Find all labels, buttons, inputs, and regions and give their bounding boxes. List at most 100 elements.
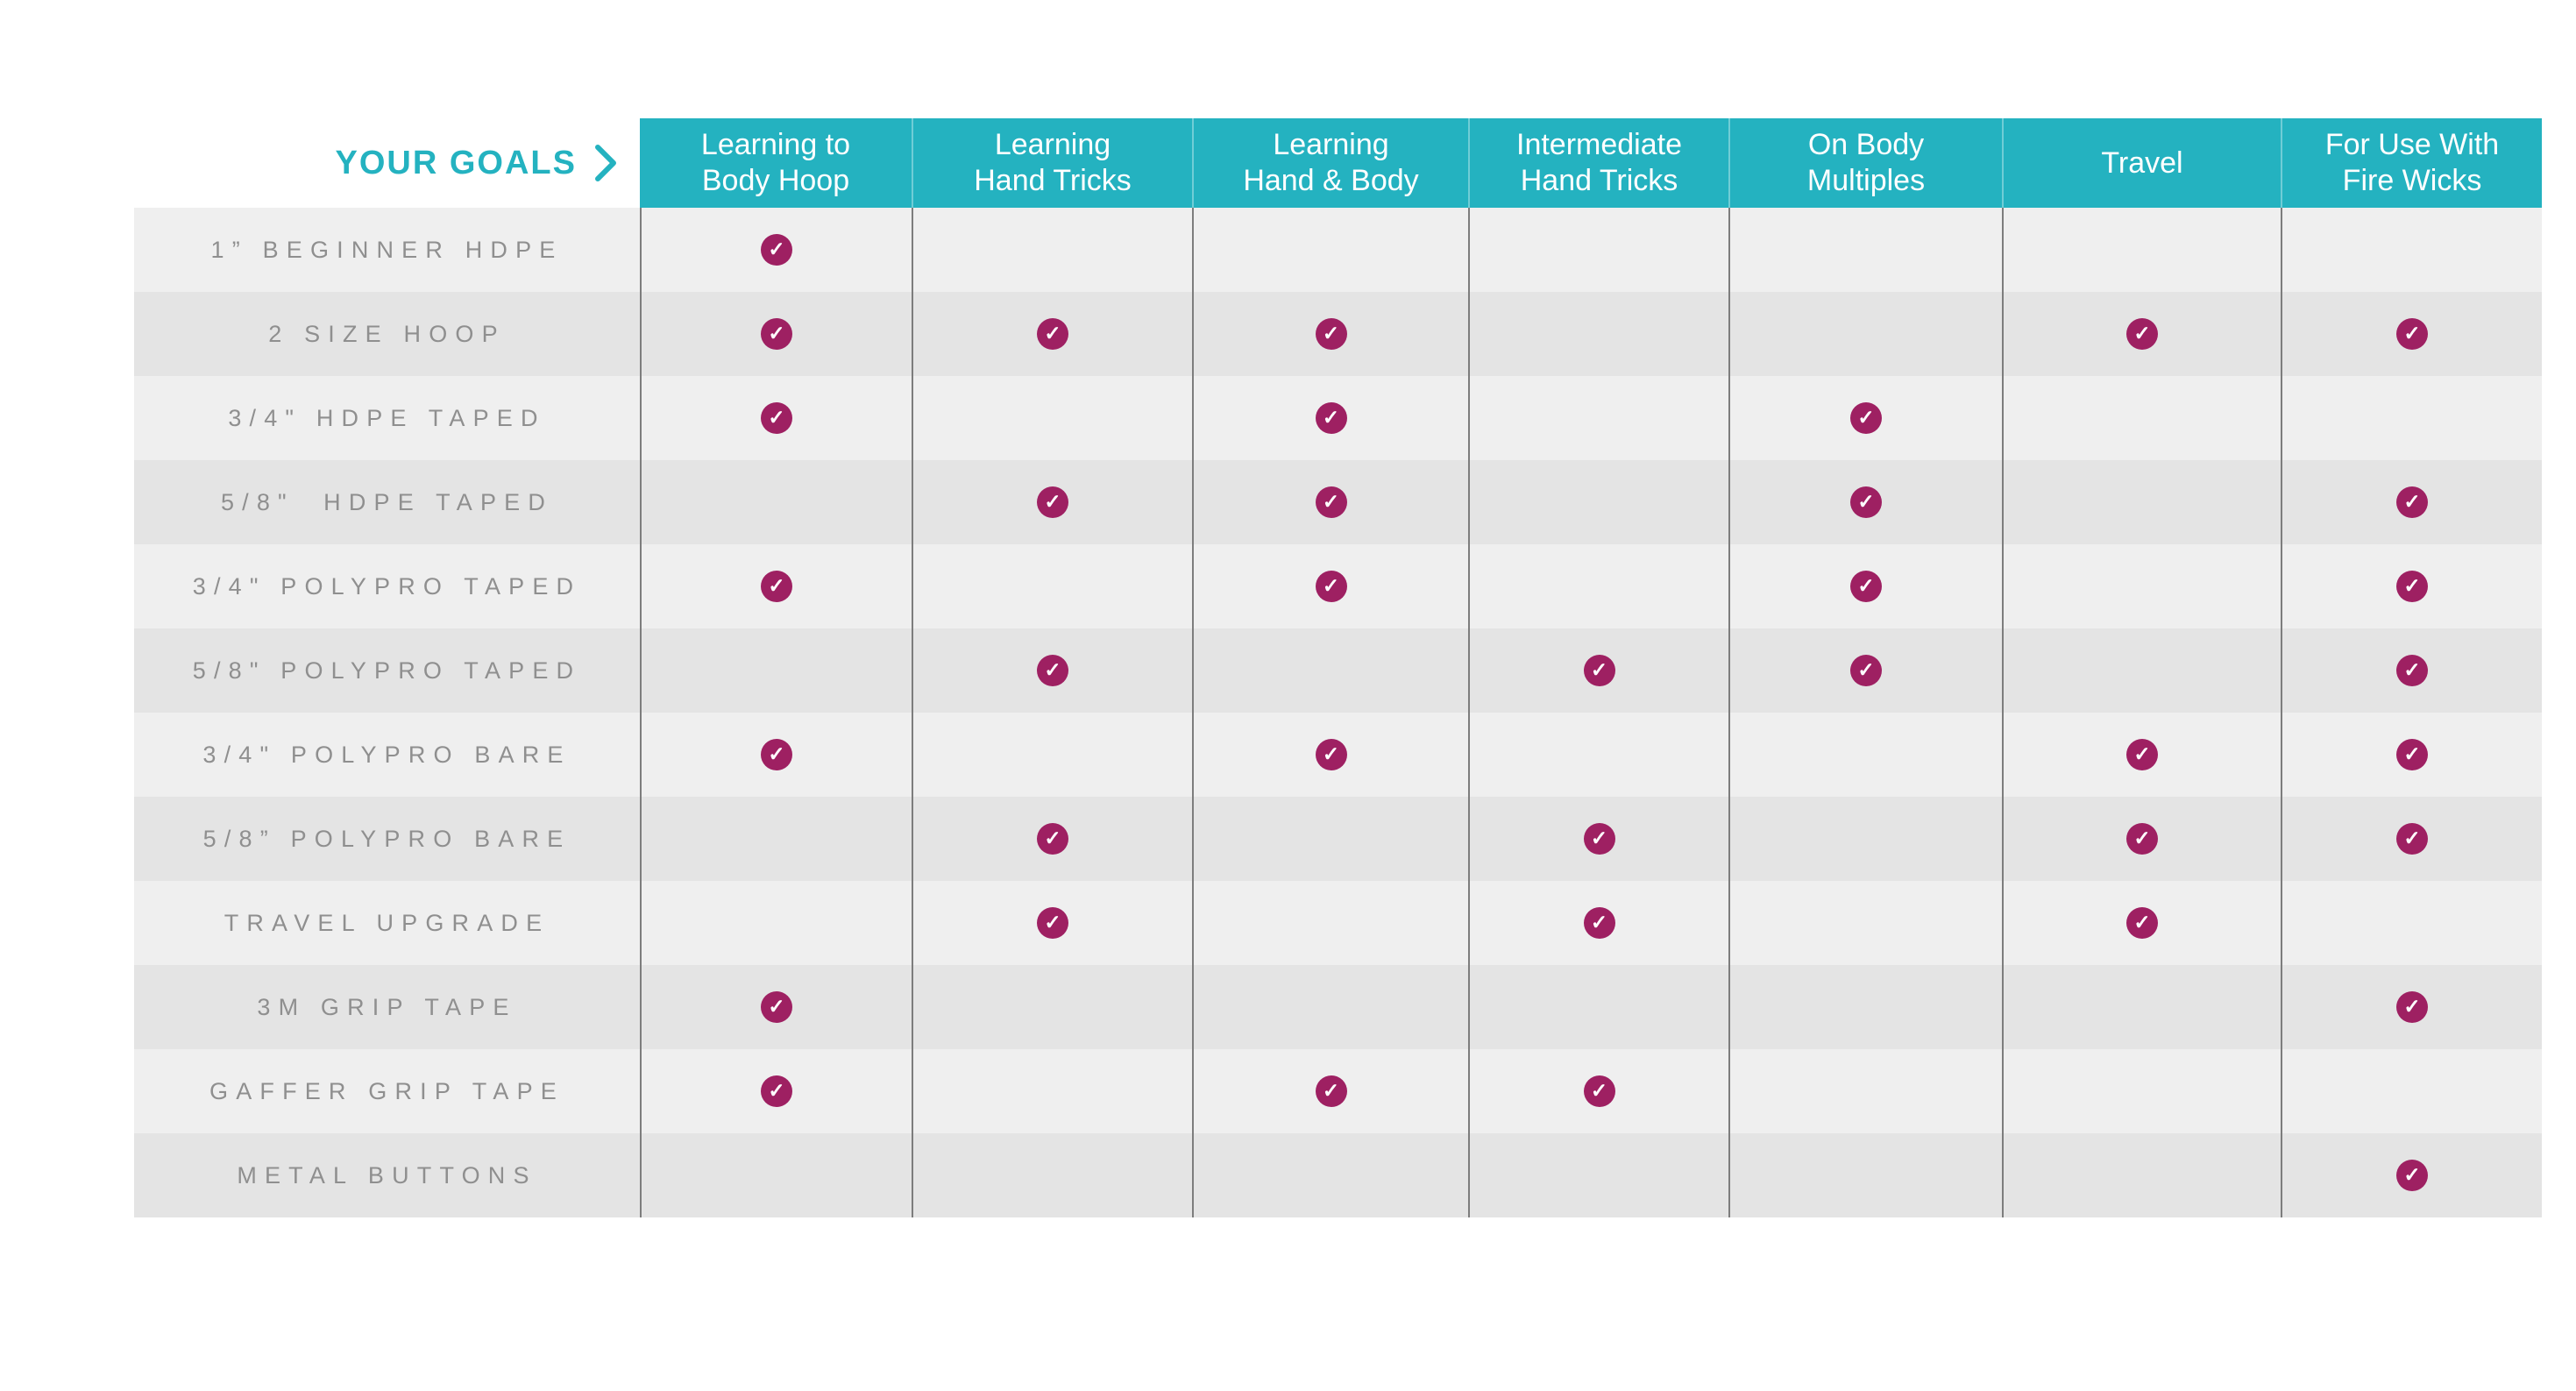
matrix-cell [2002,208,2281,292]
matrix-cell [640,460,912,544]
column-header-text: Travel [2101,145,2183,180]
column-header: For Use With Fire Wicks [2281,118,2542,208]
check-glyph: ✓ [1322,489,1340,513]
check-glyph: ✓ [1322,742,1340,765]
check-glyph: ✓ [1857,405,1875,429]
check-icon: ✓ [1037,318,1068,350]
row-label: TRAVEL UPGRADE [224,909,550,936]
check-icon: ✓ [761,402,792,434]
matrix-cell [1468,965,1728,1049]
column-header-text: Body Hoop [701,164,850,197]
check-icon: ✓ [2396,318,2428,350]
column-header-text: On Body [1807,128,1925,161]
matrix-cell: ✓ [2281,292,2542,376]
table-row: 3/4" HDPE TAPED ✓ ✓ ✓ [134,376,2542,460]
matrix-cell [1192,1133,1468,1217]
row-label: GAFFER GRIP TAPE [209,1077,564,1104]
matrix-cell [1468,544,1728,628]
check-glyph: ✓ [1590,910,1608,933]
column-header: Intermediate Hand Tricks [1468,118,1728,208]
table-row: METAL BUTTONS ✓ [134,1133,2542,1217]
matrix-cell: ✓ [2281,628,2542,713]
matrix-cell [2002,460,2281,544]
row-label: 5/8" POLYPRO TAPED [192,656,582,684]
matrix-cell [912,1133,1192,1217]
check-icon: ✓ [761,1075,792,1107]
check-icon: ✓ [1583,907,1615,939]
matrix-cell: ✓ [1468,797,1728,881]
matrix-cell: ✓ [640,1049,912,1133]
check-glyph: ✓ [1044,826,1061,849]
matrix-cell [1192,628,1468,713]
check-icon: ✓ [2396,655,2428,686]
matrix-cell: ✓ [1192,460,1468,544]
check-glyph: ✓ [1044,489,1061,513]
matrix-cell: ✓ [2281,713,2542,797]
check-glyph: ✓ [2403,657,2421,681]
check-icon: ✓ [1315,402,1347,434]
matrix-cell: ✓ [912,797,1192,881]
matrix-cell [640,1133,912,1217]
table-row: 3M GRIP TAPE ✓ ✓ [134,965,2542,1049]
matrix-cell [912,713,1192,797]
check-icon: ✓ [761,739,792,770]
table-row: 3/4" POLYPRO TAPED ✓ ✓ ✓ ✓ [134,544,2542,628]
matrix-cell [1468,376,1728,460]
matrix-cell [2002,544,2281,628]
table-row: 1” BEGINNER HDPE ✓ [134,208,2542,292]
row-label: 3/4" POLYPRO TAPED [192,572,582,600]
matrix-cell: ✓ [2281,544,2542,628]
row-label: 1” BEGINNER HDPE [210,236,564,263]
check-glyph: ✓ [1322,1078,1340,1102]
matrix-cell [1728,1133,2002,1217]
check-glyph: ✓ [768,573,785,597]
matrix-cell: ✓ [1192,376,1468,460]
check-icon: ✓ [761,318,792,350]
check-icon: ✓ [1037,486,1068,518]
check-glyph: ✓ [1322,405,1340,429]
matrix-cell: ✓ [2281,460,2542,544]
matrix-cell [2002,376,2281,460]
matrix-cell: ✓ [2281,797,2542,881]
matrix-cell [2002,965,2281,1049]
check-icon: ✓ [1315,571,1347,602]
check-icon: ✓ [1315,318,1347,350]
goal-column-headers: Learning to Body Hoop Learning Hand Tricks L… [640,118,2542,208]
chevron-right-icon [595,145,616,181]
check-glyph: ✓ [768,742,785,765]
matrix-cell [912,544,1192,628]
check-glyph: ✓ [768,405,785,429]
matrix-cell [1728,208,2002,292]
check-glyph: ✓ [1044,321,1061,344]
matrix-cell [2002,628,2281,713]
matrix-cell: ✓ [1468,1049,1728,1133]
goals-header-row: YOUR GOALS Learning to Body Hoop Learning H… [134,118,2542,208]
matrix-cell [1468,460,1728,544]
matrix-cell [1468,208,1728,292]
row-label: 3M GRIP TAPE [257,993,517,1020]
matrix-cell: ✓ [2002,713,2281,797]
matrix-cell [2281,376,2542,460]
matrix-cell [2281,881,2542,965]
matrix-cell [1468,292,1728,376]
check-icon: ✓ [1583,823,1615,855]
check-glyph: ✓ [1322,573,1340,597]
column-header: Learning Hand Tricks [912,118,1192,208]
matrix-cell: ✓ [1728,460,2002,544]
matrix-cell: ✓ [2281,1133,2542,1217]
check-icon: ✓ [1850,655,1882,686]
matrix-cell [2281,1049,2542,1133]
column-header-text: Learning to [700,128,851,161]
check-icon: ✓ [2396,571,2428,602]
check-glyph: ✓ [2403,573,2421,597]
matrix-cell: ✓ [640,376,912,460]
check-glyph: ✓ [2133,321,2151,344]
matrix-cell [912,208,1192,292]
matrix-cell [1728,881,2002,965]
table-body: 1” BEGINNER HDPE ✓ 2 SIZE HOOP ✓ ✓ ✓ ✓ ✓ 3/4" HD… [134,208,2542,1217]
matrix-cell [1468,1133,1728,1217]
matrix-cell: ✓ [2281,965,2542,1049]
check-glyph: ✓ [768,994,785,1018]
matrix-cell: ✓ [1728,376,2002,460]
table-row: 5/8" POLYPRO TAPED ✓ ✓ ✓ ✓ [134,628,2542,713]
